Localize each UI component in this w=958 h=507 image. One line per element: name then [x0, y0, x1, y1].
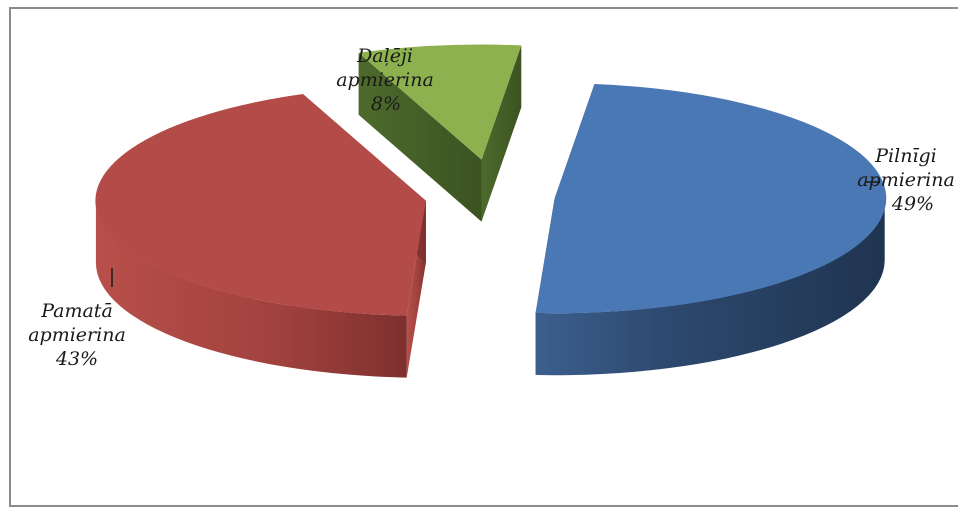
pie-slice-2-rim-1	[95, 200, 407, 378]
pie-chart: Pilnīgi apmierina 49% Pamatā apmierina 4…	[28, 44, 955, 378]
pie-slice-1-top	[535, 84, 887, 314]
slice-label-1-line-2: apmierina	[857, 169, 955, 191]
slice-label-2-line-1: Pamatā	[40, 300, 113, 322]
slice-label-1-line-1: Pilnīgi	[874, 145, 937, 167]
pie-slice-3-top	[358, 44, 522, 160]
pie-slice-1	[535, 84, 887, 376]
pie-slice-3-wall-1	[358, 52, 482, 222]
slice-label-1-value: 49%	[891, 193, 934, 215]
slice-label-3-line-1: Daļēji	[356, 45, 413, 67]
pie-slice-2-top	[95, 94, 426, 316]
slice-label-2-value: 43%	[55, 348, 98, 370]
pie-slice-2	[95, 94, 426, 378]
slice-label-3-line-2: apmierina	[336, 69, 434, 91]
slice-label-3-value: 8%	[371, 93, 401, 115]
pie-slice-3-wall-2	[481, 45, 522, 222]
pie-slice-1-rim-1	[535, 198, 885, 376]
slice-label-2-line-2: apmierina	[28, 324, 126, 346]
pie-slice-3	[358, 44, 522, 222]
